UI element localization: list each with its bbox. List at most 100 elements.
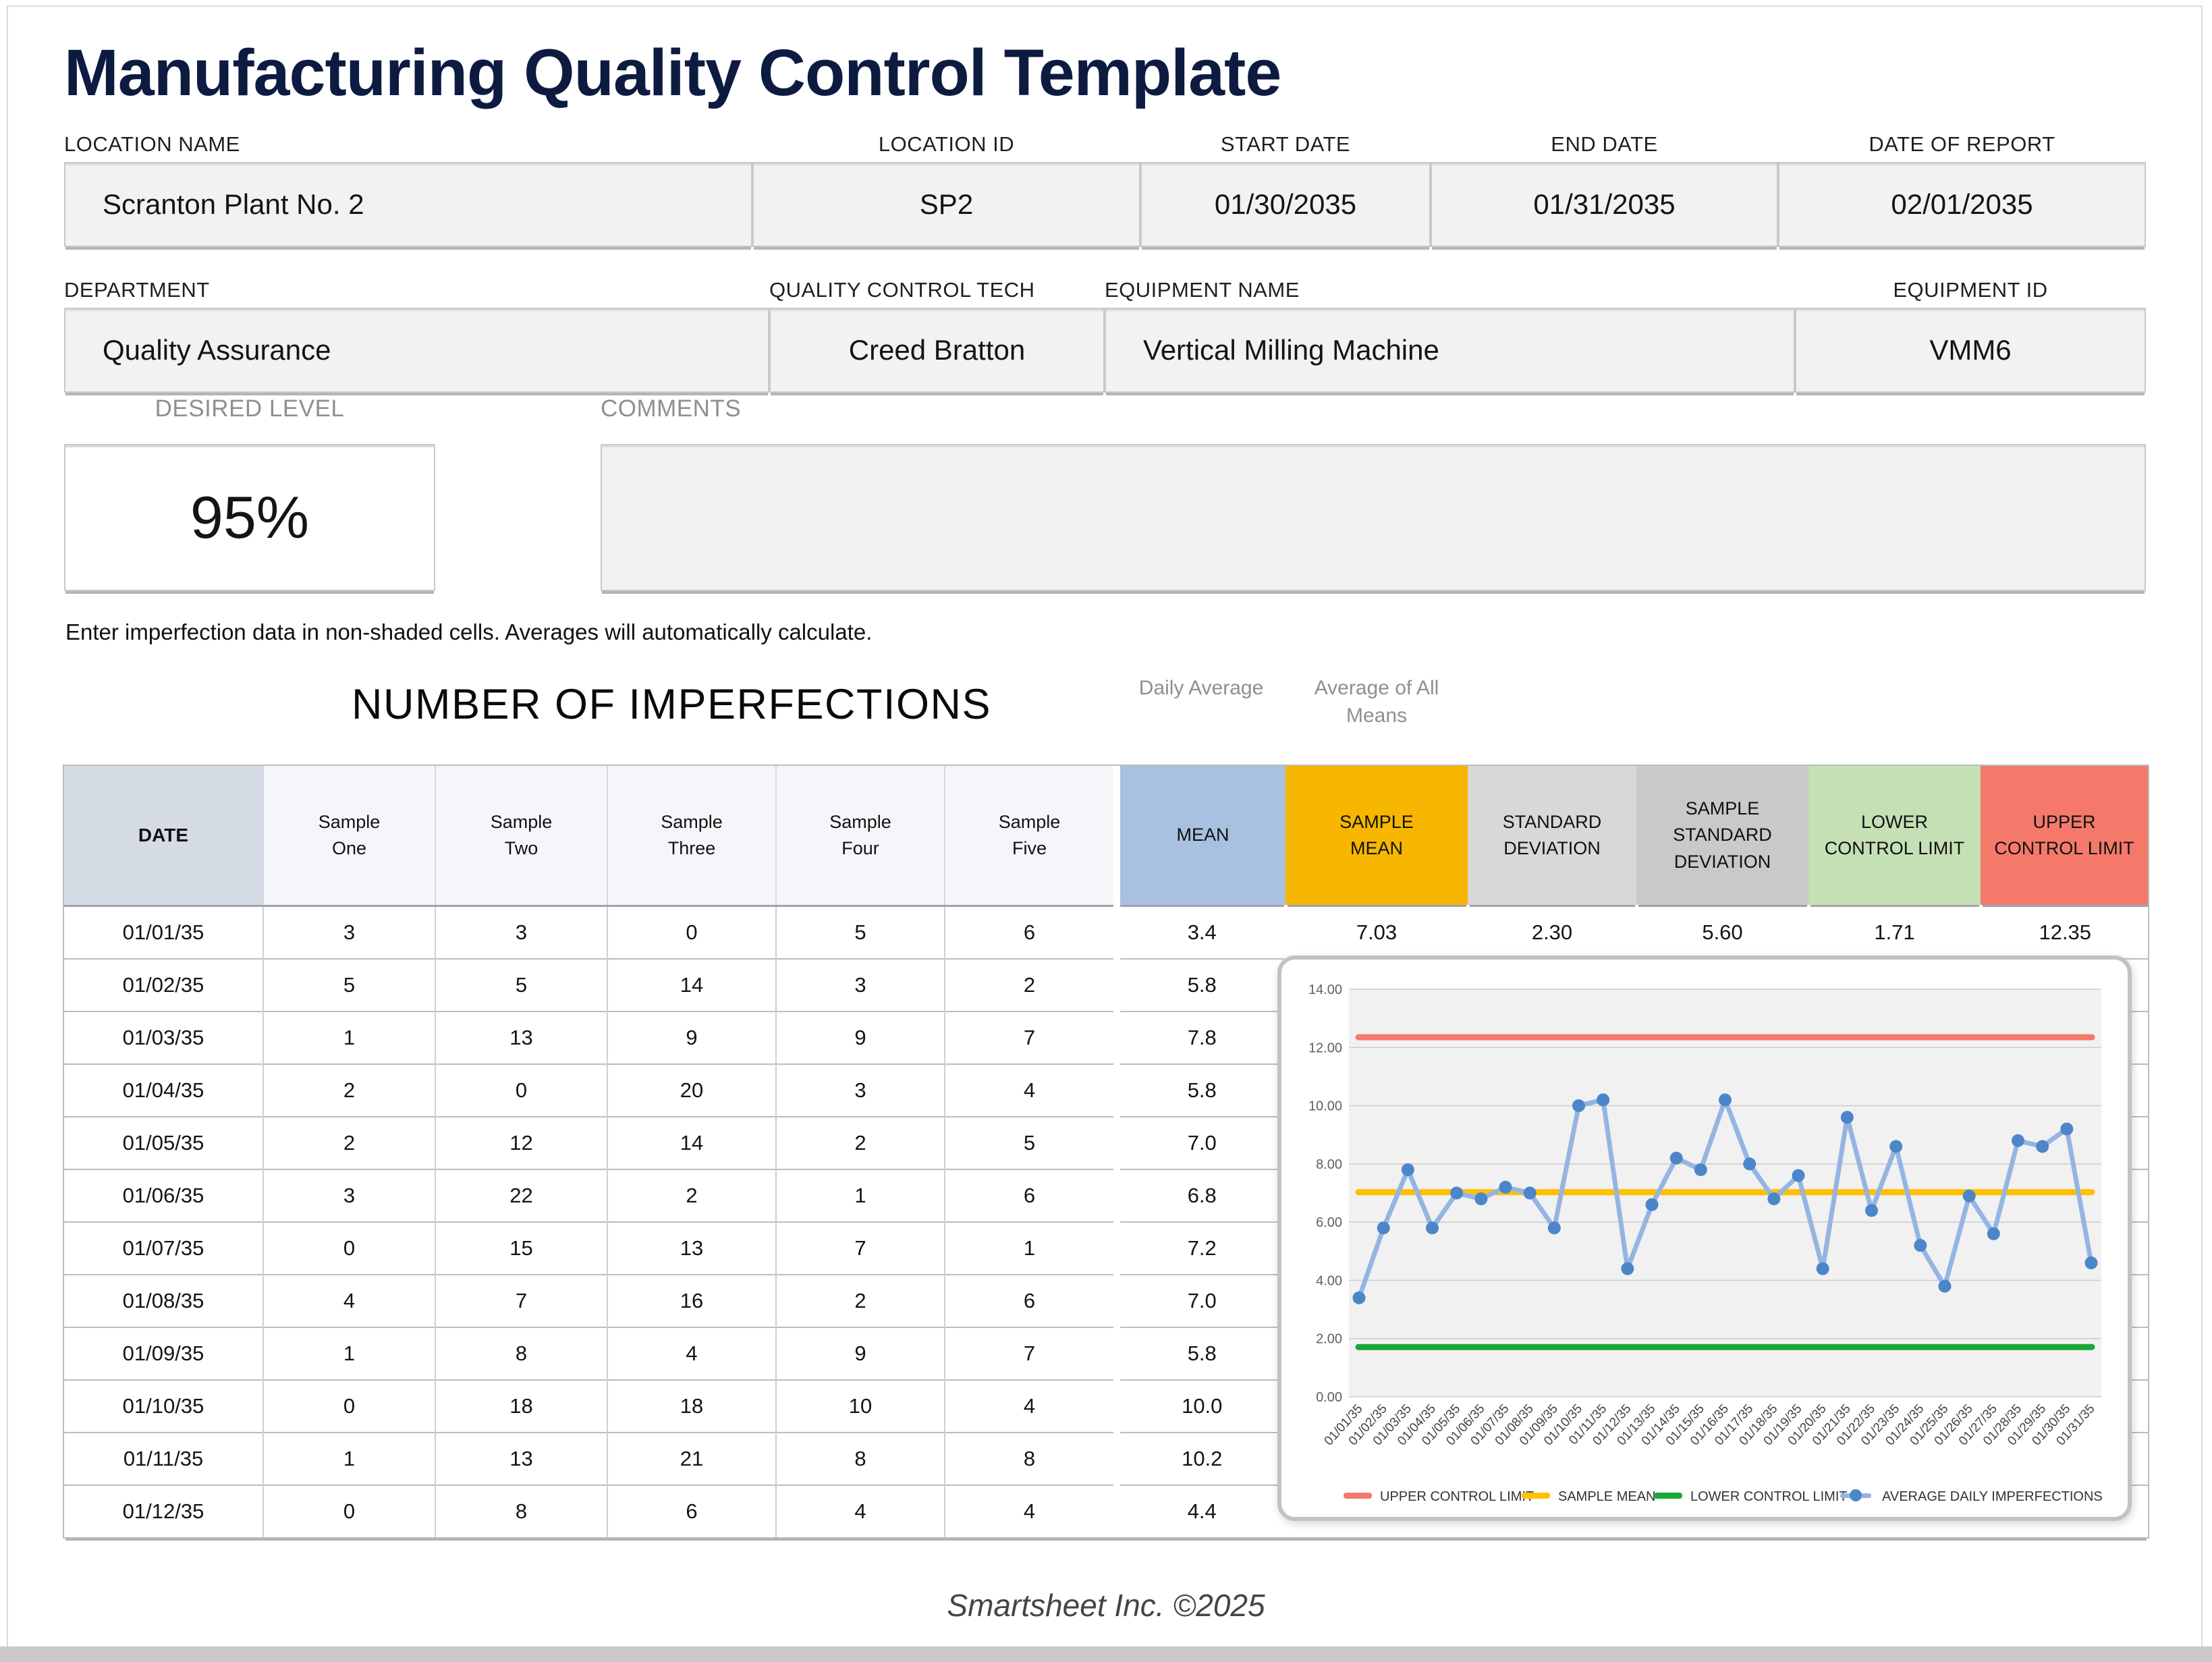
cell-sample5-9[interactable]: 4: [944, 1379, 1117, 1433]
cell-sample3-6[interactable]: 13: [607, 1221, 776, 1275]
cell-date-6[interactable]: 01/07/35: [64, 1221, 263, 1275]
column-header-lower-control-limit[interactable]: LOWER CONTROL LIMIT: [1808, 766, 1981, 907]
cell-mean-1[interactable]: 5.8: [1113, 958, 1285, 1012]
control-chart-card[interactable]: 0.00 2.00 4.00 6.00 8.00 10.00 12.00 14.00 01/01…: [1277, 955, 2132, 1521]
cell-mean-7[interactable]: 7.0: [1113, 1274, 1285, 1327]
cell-sample1-8[interactable]: 1: [262, 1327, 435, 1380]
cell-date-1[interactable]: 01/02/35: [64, 958, 263, 1012]
cell-mean-9[interactable]: 10.0: [1113, 1379, 1285, 1433]
cell-sample4-11[interactable]: 4: [775, 1485, 945, 1537]
cell-date-4[interactable]: 01/05/35: [64, 1116, 263, 1169]
cell-date-10[interactable]: 01/11/35: [64, 1432, 263, 1485]
cell-sample4-2[interactable]: 9: [775, 1011, 945, 1064]
cell-sample4-1[interactable]: 3: [775, 958, 945, 1012]
cell-sample5-4[interactable]: 5: [944, 1116, 1117, 1169]
column-header-sample-three[interactable]: Sample Three: [607, 766, 776, 907]
cell-date-9[interactable]: 01/10/35: [64, 1379, 263, 1433]
cell-sample5-2[interactable]: 7: [944, 1011, 1117, 1064]
cell-sample-standard-deviation-0[interactable]: 5.60: [1634, 906, 1808, 959]
cell-sample1-10[interactable]: 1: [262, 1432, 435, 1485]
cell-sample1-1[interactable]: 5: [262, 958, 435, 1012]
cell-lower-control-limit-0[interactable]: 1.71: [1806, 906, 1981, 959]
location-id-input[interactable]: SP2: [752, 162, 1140, 247]
cell-sample5-5[interactable]: 6: [944, 1169, 1117, 1222]
column-header-sample-two[interactable]: Sample Two: [435, 766, 607, 907]
cell-mean-4[interactable]: 7.0: [1113, 1116, 1285, 1169]
cell-sample1-4[interactable]: 2: [262, 1116, 435, 1169]
cell-standard-deviation-0[interactable]: 2.30: [1466, 906, 1636, 959]
cell-sample2-8[interactable]: 8: [435, 1327, 607, 1380]
cell-sample1-5[interactable]: 3: [262, 1169, 435, 1222]
cell-sample4-3[interactable]: 3: [775, 1063, 945, 1117]
cell-sample4-9[interactable]: 10: [775, 1379, 945, 1433]
cell-sample4-10[interactable]: 8: [775, 1432, 945, 1485]
cell-sample2-7[interactable]: 7: [435, 1274, 607, 1327]
cell-sample3-8[interactable]: 4: [607, 1327, 776, 1380]
cell-sample4-7[interactable]: 2: [775, 1274, 945, 1327]
cell-sample3-10[interactable]: 21: [607, 1432, 776, 1485]
cell-sample2-6[interactable]: 15: [435, 1221, 607, 1275]
date-of-report-input[interactable]: 02/01/2035: [1778, 162, 2146, 247]
cell-sample3-5[interactable]: 2: [607, 1169, 776, 1222]
location-name-input[interactable]: Scranton Plant No. 2: [64, 162, 752, 247]
cell-sample5-11[interactable]: 4: [944, 1485, 1117, 1537]
cell-mean-2[interactable]: 7.8: [1113, 1011, 1285, 1064]
desired-level-input[interactable]: 95%: [64, 444, 435, 591]
cell-sample2-0[interactable]: 3: [435, 906, 607, 959]
cell-sample1-0[interactable]: 3: [262, 906, 435, 959]
cell-mean-10[interactable]: 10.2: [1113, 1432, 1285, 1485]
cell-sample1-7[interactable]: 4: [262, 1274, 435, 1327]
equipment-id-input[interactable]: VMM6: [1795, 308, 2146, 393]
cell-sample1-2[interactable]: 1: [262, 1011, 435, 1064]
column-header-sample-four[interactable]: Sample Four: [775, 766, 945, 907]
column-header-date[interactable]: DATE: [64, 766, 263, 907]
cell-sample3-9[interactable]: 18: [607, 1379, 776, 1433]
cell-sample2-2[interactable]: 13: [435, 1011, 607, 1064]
cell-date-8[interactable]: 01/09/35: [64, 1327, 263, 1380]
cell-sample2-3[interactable]: 0: [435, 1063, 607, 1117]
cell-sample3-7[interactable]: 16: [607, 1274, 776, 1327]
cell-mean-0[interactable]: 3.4: [1113, 906, 1285, 959]
cell-mean-6[interactable]: 7.2: [1113, 1221, 1285, 1275]
column-header-mean[interactable]: MEAN: [1113, 766, 1285, 907]
cell-sample3-0[interactable]: 0: [607, 906, 776, 959]
start-date-input[interactable]: 01/30/2035: [1140, 162, 1431, 247]
cell-sample1-11[interactable]: 0: [262, 1485, 435, 1537]
cell-date-2[interactable]: 01/03/35: [64, 1011, 263, 1064]
cell-date-3[interactable]: 01/04/35: [64, 1063, 263, 1117]
cell-sample5-7[interactable]: 6: [944, 1274, 1117, 1327]
column-header-upper-control-limit[interactable]: UPPER CONTROL LIMIT: [1981, 766, 2148, 907]
cell-sample5-3[interactable]: 4: [944, 1063, 1117, 1117]
cell-date-7[interactable]: 01/08/35: [64, 1274, 263, 1327]
cell-sample1-9[interactable]: 0: [262, 1379, 435, 1433]
equipment-name-input[interactable]: Vertical Milling Machine: [1105, 308, 1795, 393]
cell-sample1-3[interactable]: 2: [262, 1063, 435, 1117]
cell-sample4-6[interactable]: 7: [775, 1221, 945, 1275]
cell-date-5[interactable]: 01/06/35: [64, 1169, 263, 1222]
cell-sample5-1[interactable]: 2: [944, 958, 1117, 1012]
cell-sample-mean-0[interactable]: 7.03: [1283, 906, 1468, 959]
column-header-sample-mean[interactable]: SAMPLE MEAN: [1285, 766, 1468, 907]
cell-sample2-5[interactable]: 22: [435, 1169, 607, 1222]
cell-sample5-0[interactable]: 6: [944, 906, 1117, 959]
cell-sample3-11[interactable]: 6: [607, 1485, 776, 1537]
cell-sample4-0[interactable]: 5: [775, 906, 945, 959]
cell-sample2-9[interactable]: 18: [435, 1379, 607, 1433]
cell-date-11[interactable]: 01/12/35: [64, 1485, 263, 1537]
column-header-standard-deviation[interactable]: STANDARD DEVIATION: [1468, 766, 1636, 907]
cell-sample5-6[interactable]: 1: [944, 1221, 1117, 1275]
department-input[interactable]: Quality Assurance: [64, 308, 769, 393]
cell-sample1-6[interactable]: 0: [262, 1221, 435, 1275]
cell-mean-5[interactable]: 6.8: [1113, 1169, 1285, 1222]
cell-sample5-8[interactable]: 7: [944, 1327, 1117, 1380]
cell-sample5-10[interactable]: 8: [944, 1432, 1117, 1485]
cell-sample3-2[interactable]: 9: [607, 1011, 776, 1064]
column-header-sample-five[interactable]: Sample Five: [944, 766, 1117, 907]
cell-sample4-5[interactable]: 1: [775, 1169, 945, 1222]
comments-input[interactable]: [601, 444, 2146, 591]
cell-sample3-4[interactable]: 14: [607, 1116, 776, 1169]
cell-sample2-11[interactable]: 8: [435, 1485, 607, 1537]
cell-date-0[interactable]: 01/01/35: [64, 906, 263, 959]
cell-mean-3[interactable]: 5.8: [1113, 1063, 1285, 1117]
cell-sample2-10[interactable]: 13: [435, 1432, 607, 1485]
